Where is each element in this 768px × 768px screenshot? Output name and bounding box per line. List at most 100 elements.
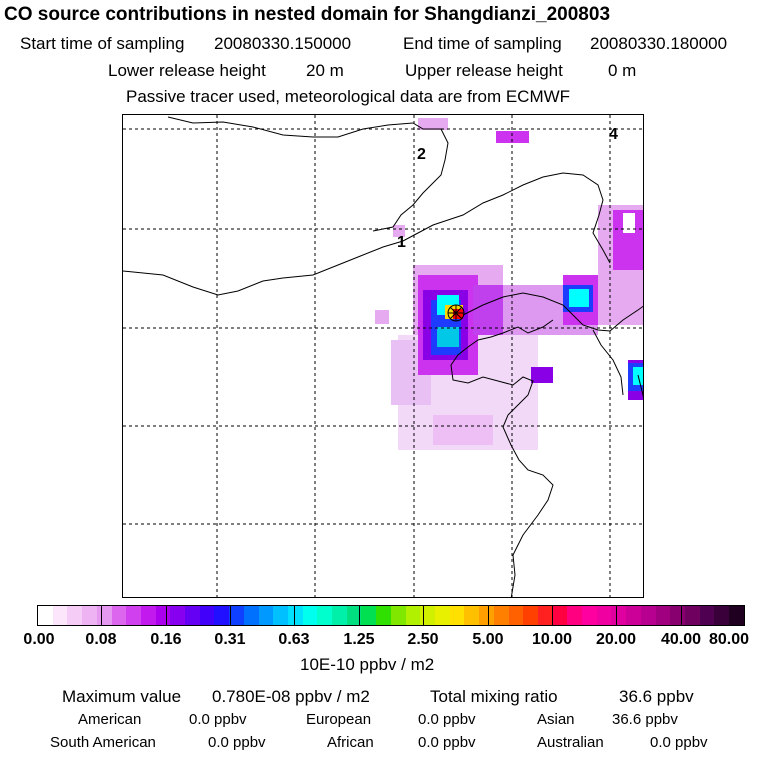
colorbar-label: 40.00: [660, 631, 702, 648]
colorbar-segment: [390, 606, 406, 625]
colorbar-tick: [359, 605, 360, 626]
colorbar-segment: [243, 606, 259, 625]
colorbar-segment: [361, 606, 377, 625]
max-value: 0.780E-08 ppbv / m2: [212, 687, 370, 706]
trajectory-marker-4: 4: [609, 126, 618, 143]
border-line-mongolia: [372, 122, 449, 232]
australian-label: Australian: [537, 734, 604, 751]
colorbar-segment: [155, 606, 171, 625]
colorbar-label: 0.31: [214, 631, 246, 648]
colorbar-segment: [714, 606, 730, 625]
plume-deep-east: [531, 367, 553, 383]
colorbar-segment: [67, 606, 83, 625]
plume-east-white: [623, 213, 635, 233]
total-mixing-value: 36.6 ppbv: [619, 687, 694, 706]
colorbar-segment: [82, 606, 97, 625]
colorbar-segment: [729, 606, 744, 625]
colorbar-segment: [258, 606, 274, 625]
american-label: American: [78, 711, 142, 728]
end-time-value: 20080330.180000: [590, 34, 728, 53]
border-line-north: [167, 116, 414, 138]
colorbar-segment: [126, 606, 141, 625]
colorbar-segment: [405, 606, 421, 625]
colorbar-segment: [376, 606, 391, 625]
colorbar-segment: [170, 606, 186, 625]
colorbar-segment: [596, 606, 612, 625]
colorbar-tick: [552, 605, 553, 626]
total-mixing-label: Total mixing ratio: [430, 687, 558, 706]
colorbar-segment: [464, 606, 480, 625]
colorbar-tick: [294, 605, 295, 626]
australian-value: 0.0 ppbv: [650, 734, 708, 751]
asian-value: 36.6 ppbv: [612, 711, 678, 728]
colorbar-segment: [346, 606, 362, 625]
colorbar-label: 2.50: [407, 631, 439, 648]
colorbar-label: 0.00: [23, 631, 55, 648]
south-american-label: South American: [50, 734, 156, 751]
coast-bohai: [462, 292, 643, 332]
plume-field: [375, 118, 643, 450]
plume-lone-w: [375, 310, 389, 324]
asian-label: Asian: [537, 711, 575, 728]
trajectory-marker-2: 2: [417, 146, 426, 163]
colorbar-tick: [101, 605, 102, 626]
plume-cyan-ne: [569, 289, 589, 307]
colorbar-segment: [287, 606, 303, 625]
map-gridlines: [123, 115, 643, 597]
colorbar-tick: [616, 605, 617, 626]
colorbar-segment: [684, 606, 700, 625]
colorbar-segment: [38, 606, 53, 625]
start-time-label: Start time of sampling: [20, 34, 185, 53]
colorbar-segment: [567, 606, 583, 625]
colorbar-label: 20.00: [595, 631, 637, 648]
lower-height-label: Lower release height: [108, 61, 266, 80]
colorbar-tick: [488, 605, 489, 626]
european-value: 0.0 ppbv: [418, 711, 476, 728]
colorbar-tick: [423, 605, 424, 626]
colorbar-segment: [611, 606, 627, 625]
american-value: 0.0 ppbv: [189, 711, 247, 728]
colorbar-label: 0.16: [150, 631, 182, 648]
colorbar-label: 5.00: [472, 631, 504, 648]
lower-height-value: 20 m: [306, 61, 344, 80]
max-value-label: Maximum value: [62, 687, 182, 706]
colorbar-tick: [681, 605, 682, 626]
colorbar-segment: [626, 606, 641, 625]
colorbar-segment: [111, 606, 127, 625]
plume-north-bar: [496, 131, 529, 143]
colorbar-label: 10.00: [531, 631, 573, 648]
start-time-value: 20080330.150000: [214, 34, 352, 53]
colorbar-label: 0.63: [278, 631, 310, 648]
plume-purple-mid: [473, 285, 503, 335]
tracer-note: Passive tracer used, meteorological data…: [126, 87, 571, 106]
colorbar-label: 0.08: [85, 631, 117, 648]
colorbar-segment: [140, 606, 156, 625]
colorbar-segment: [699, 606, 715, 625]
map-svg: 1 2 4: [123, 115, 643, 597]
colorbar: [37, 605, 745, 626]
plume-light-south: [433, 415, 493, 445]
colorbar-segment: [332, 606, 347, 625]
colorbar-segment: [640, 606, 656, 625]
colorbar-segment: [199, 606, 215, 625]
colorbar-segment: [523, 606, 538, 625]
colorbar-tick: [166, 605, 167, 626]
trajectory-marker-1: 1: [397, 234, 406, 251]
colorbar-label: 80.00: [708, 631, 750, 648]
colorbar-label: 1.25: [343, 631, 375, 648]
african-label: African: [327, 734, 374, 751]
south-american-value: 0.0 ppbv: [208, 734, 266, 751]
upper-height-label: Upper release height: [405, 61, 563, 80]
colorbar-units: 10E-10 ppbv / m2: [300, 655, 435, 674]
colorbar-segment: [493, 606, 509, 625]
border-line-west: [123, 172, 611, 296]
map-panel: 1 2 4: [122, 114, 644, 598]
colorbar-segment: [317, 606, 333, 625]
colorbar-segment: [449, 606, 465, 625]
colorbar-segment: [508, 606, 524, 625]
coast-japan: [637, 374, 643, 398]
european-label: European: [306, 711, 372, 728]
plume-red: [453, 309, 463, 319]
plume-cyan-2: [437, 327, 459, 347]
plume-north-top: [418, 118, 448, 130]
